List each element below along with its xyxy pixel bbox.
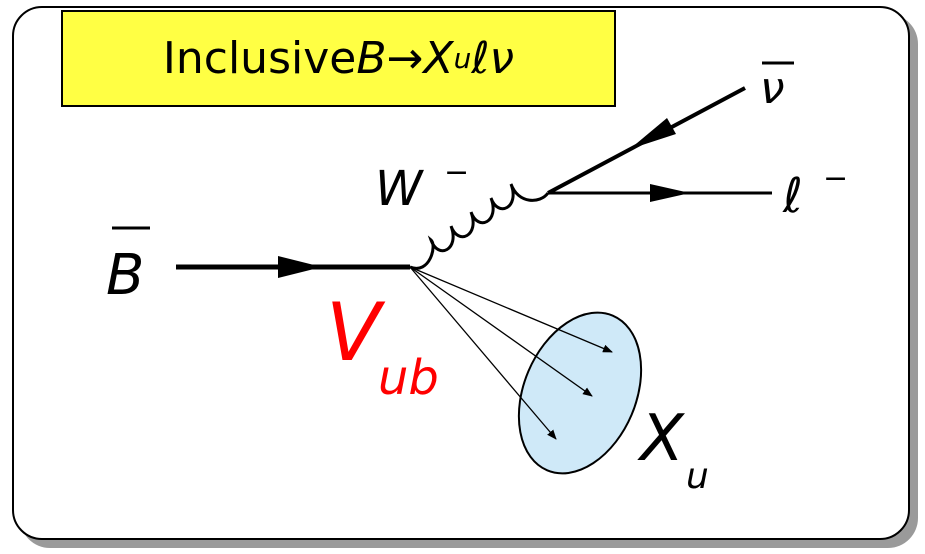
w-charge-label: − bbox=[444, 155, 469, 190]
vub-sub-label: ub bbox=[378, 350, 439, 406]
xu-label: X bbox=[637, 402, 685, 476]
neutrino-arrow bbox=[630, 118, 676, 149]
w-boson-line bbox=[409, 183, 550, 270]
lepton-label: ℓ bbox=[782, 168, 803, 224]
hadron-line-1 bbox=[409, 266, 613, 353]
title-arrow: → bbox=[386, 33, 424, 84]
title-x-sub: u bbox=[453, 42, 472, 75]
vub-label: V bbox=[326, 286, 386, 379]
neutrino-label: ν bbox=[760, 63, 785, 114]
b-meson-label: B bbox=[106, 243, 144, 308]
hadron-line-3 bbox=[409, 266, 557, 440]
lepton-arrow bbox=[650, 184, 690, 202]
title-x: X bbox=[423, 33, 454, 84]
xu-sub-label: u bbox=[686, 456, 709, 497]
title-rest: ℓν bbox=[471, 33, 515, 84]
hadron-line-2 bbox=[409, 266, 593, 397]
title-prefix: Inclusive bbox=[162, 33, 357, 84]
title-b: B bbox=[356, 33, 387, 84]
w-boson-label: W bbox=[375, 161, 424, 217]
lepton-charge-label: − bbox=[823, 161, 848, 196]
b-meson-arrow bbox=[278, 256, 322, 278]
